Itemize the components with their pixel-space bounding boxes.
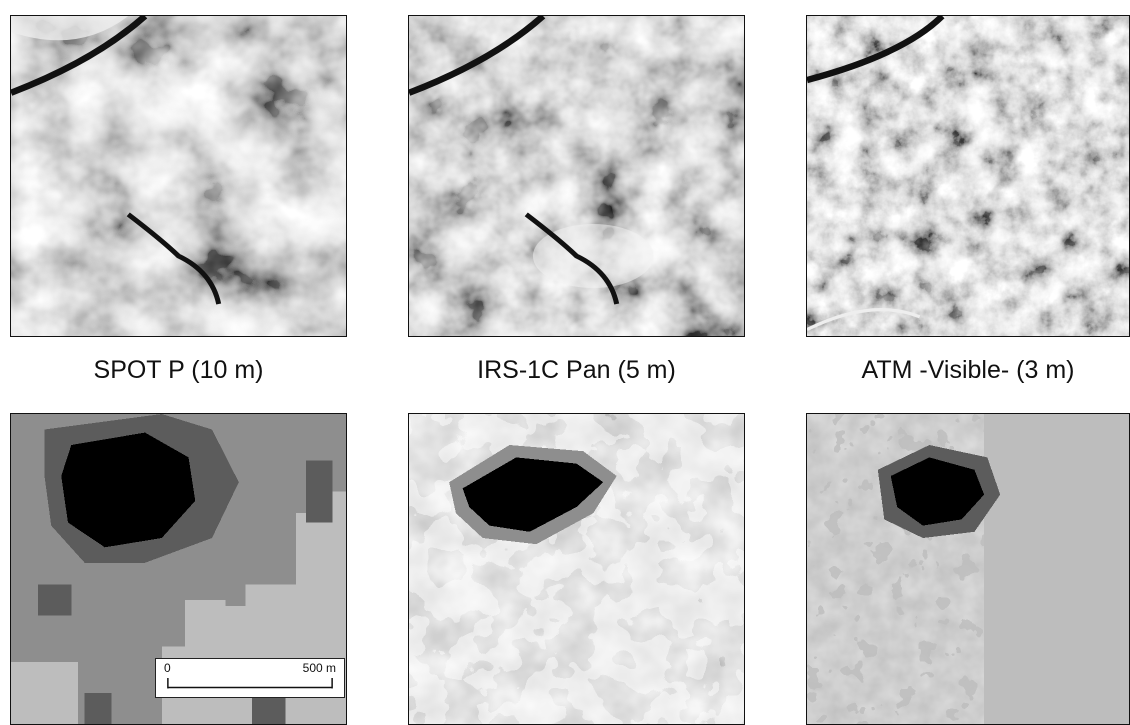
spot-image: [10, 15, 347, 337]
caption-spot: SPOT P (10 m): [93, 356, 264, 384]
caption-irs: IRS-1C Pan (5 m): [477, 356, 676, 384]
scale-bar-line: [167, 678, 333, 689]
scale-bar-start-label: 0: [164, 661, 171, 675]
scale-bar-end-label: 500 m: [302, 661, 336, 675]
atm-image: [806, 15, 1130, 337]
irs-classification-map: [408, 413, 745, 725]
atm-classification-map: [806, 413, 1130, 725]
scale-bar: 0 500 m: [155, 658, 345, 698]
irs-image: [408, 15, 745, 337]
caption-atm: ATM -Visible- (3 m): [861, 356, 1075, 384]
spot-classification-map: [10, 413, 347, 725]
